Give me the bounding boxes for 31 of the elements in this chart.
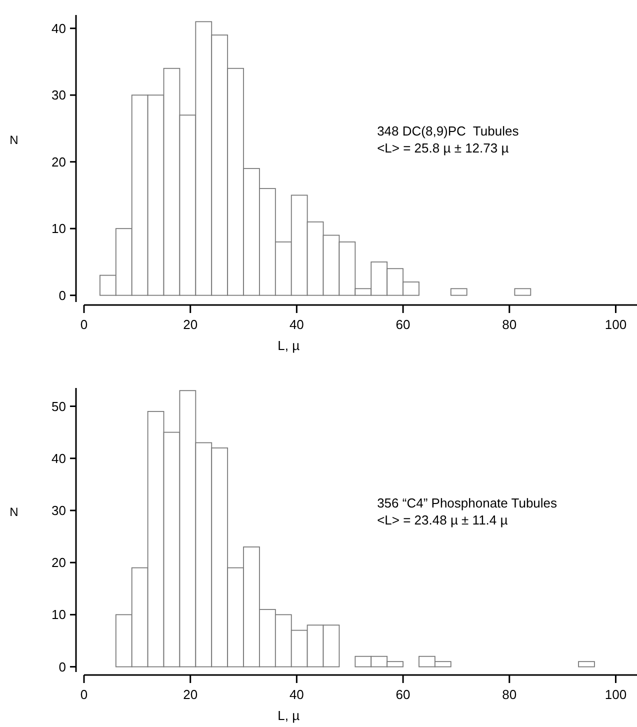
x-tick-label: 20 [183,317,198,332]
x-tick-label: 0 [80,687,88,702]
y-tick-label: 20 [52,154,66,170]
y-tick-label: 0 [58,288,66,303]
x-tick-label: 80 [502,317,517,332]
x-axis-title: L, µ [278,338,300,353]
x-tick-label: 100 [604,687,627,702]
y-axis-title: N [10,504,18,519]
annotation: <L> = 23.48 µ ± 11.4 µ [377,512,508,528]
x-tick-label: 60 [396,317,410,332]
y-tick-label: 30 [52,88,66,103]
x-tick-label: 80 [502,687,517,702]
annotation: 348 DC(8,9)PC Tubules [377,124,520,139]
x-tick-label: 40 [289,687,304,702]
y-tick-label: 40 [52,20,66,36]
x-tick-label: 60 [396,687,410,702]
x-tick-label: 100 [604,317,627,332]
y-tick-label: 0 [58,659,66,674]
y-tick-label: 20 [52,555,66,570]
y-tick-label: 50 [52,398,66,414]
y-tick-label: 10 [52,221,66,236]
x-tick-label: 40 [289,317,304,332]
y-tick-label: 10 [52,607,66,622]
annotation: 356 “C4” Phosphonate Tubules [377,495,558,510]
y-tick-label: 40 [52,450,66,466]
annotation: <L> = 25.8 µ ± 12.73 µ [377,140,510,156]
x-tick-label: 20 [183,687,198,702]
y-axis-title: N [10,133,18,148]
y-tick-label: 30 [52,503,66,518]
x-axis-title: L, µ [278,708,300,723]
x-tick-label: 0 [80,317,88,332]
